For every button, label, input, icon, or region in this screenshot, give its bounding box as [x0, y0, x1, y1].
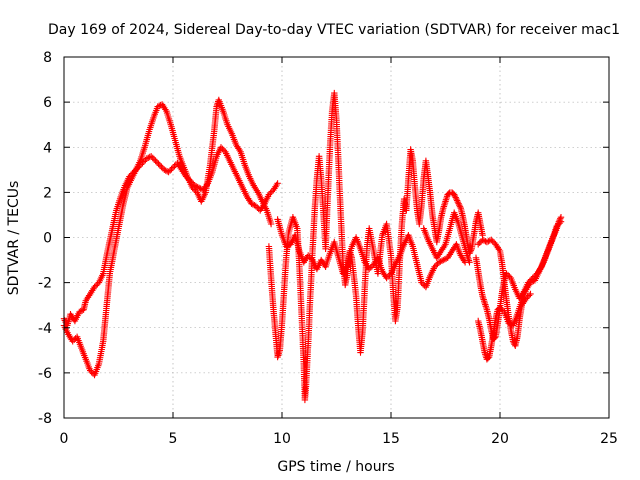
series-segment-9	[475, 236, 534, 349]
x-tick-labels: 0 5 10 15 20 25	[60, 431, 618, 447]
x-tick-label: 5	[169, 431, 178, 447]
series-segment-5	[403, 146, 486, 257]
x-tick-label: 25	[600, 431, 618, 447]
chart-title: Day 169 of 2024, Sidereal Day-to-day VTE…	[48, 22, 620, 38]
y-tick-label: -8	[38, 411, 52, 427]
series-segment-6	[420, 209, 473, 266]
x-tick-label: 10	[273, 431, 291, 447]
y-tick-label: -6	[38, 366, 52, 382]
data-points-layer	[60, 89, 565, 404]
x-tick-label: 15	[382, 431, 400, 447]
y-axis-label: SDTVAR / TECUs	[6, 181, 22, 296]
ticks-layer	[63, 56, 610, 419]
series-segment-4	[274, 216, 469, 291]
x-tick-label: 0	[60, 431, 69, 447]
y-tick-label: 4	[43, 140, 52, 156]
data-point-markers	[420, 209, 473, 266]
y-tick-label: -2	[38, 276, 52, 292]
y-tick-label: -4	[38, 321, 52, 337]
y-tick-label: 8	[43, 50, 52, 66]
data-point-markers	[475, 236, 534, 349]
y-tick-labels: -8 -6 -4 -2 0 2 4 6 8	[38, 50, 52, 427]
y-tick-label: 2	[43, 185, 52, 201]
y-tick-label: 6	[43, 95, 52, 111]
data-point-markers	[403, 146, 486, 257]
x-tick-label: 20	[491, 431, 509, 447]
data-point-markers	[274, 216, 469, 291]
y-tick-label: 0	[43, 231, 52, 247]
x-axis-label: GPS time / hours	[277, 459, 394, 475]
